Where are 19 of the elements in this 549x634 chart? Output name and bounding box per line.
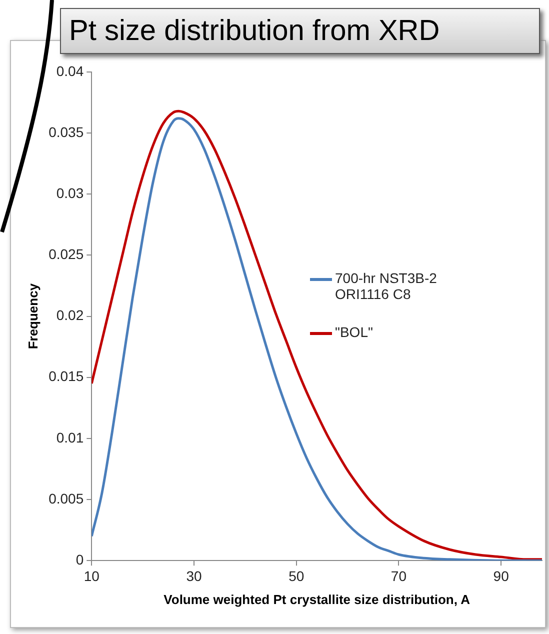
y-tick-label: 0.005: [48, 490, 84, 506]
y-tick-label: 0.04: [56, 62, 84, 79]
y-tick-label: 0.02: [56, 307, 84, 324]
x-axis-title: Volume weighted Pt crystallite size distribution, A: [164, 592, 471, 607]
x-tick-label: 90: [493, 568, 510, 584]
x-tick-label: 30: [186, 568, 202, 584]
y-tick-label: 0.01: [56, 429, 84, 446]
x-tick-label: 70: [390, 568, 407, 584]
y-tick-label: 0: [76, 551, 84, 568]
legend-label: "BOL": [335, 324, 374, 340]
y-axis-title: Frequency: [25, 282, 40, 350]
x-tick-label: 10: [84, 568, 100, 584]
y-tick-label: 0.025: [48, 246, 84, 262]
y-tick-label: 0.015: [48, 368, 84, 384]
y-tick-label: 0.035: [48, 124, 84, 140]
chart-title: Pt size distribution from XRD: [60, 8, 540, 54]
y-tick-label: 0.03: [56, 185, 84, 202]
legend-label: 700-hr NST3B-2 ORI1116 C8: [335, 270, 438, 302]
x-tick-label: 50: [288, 568, 304, 584]
